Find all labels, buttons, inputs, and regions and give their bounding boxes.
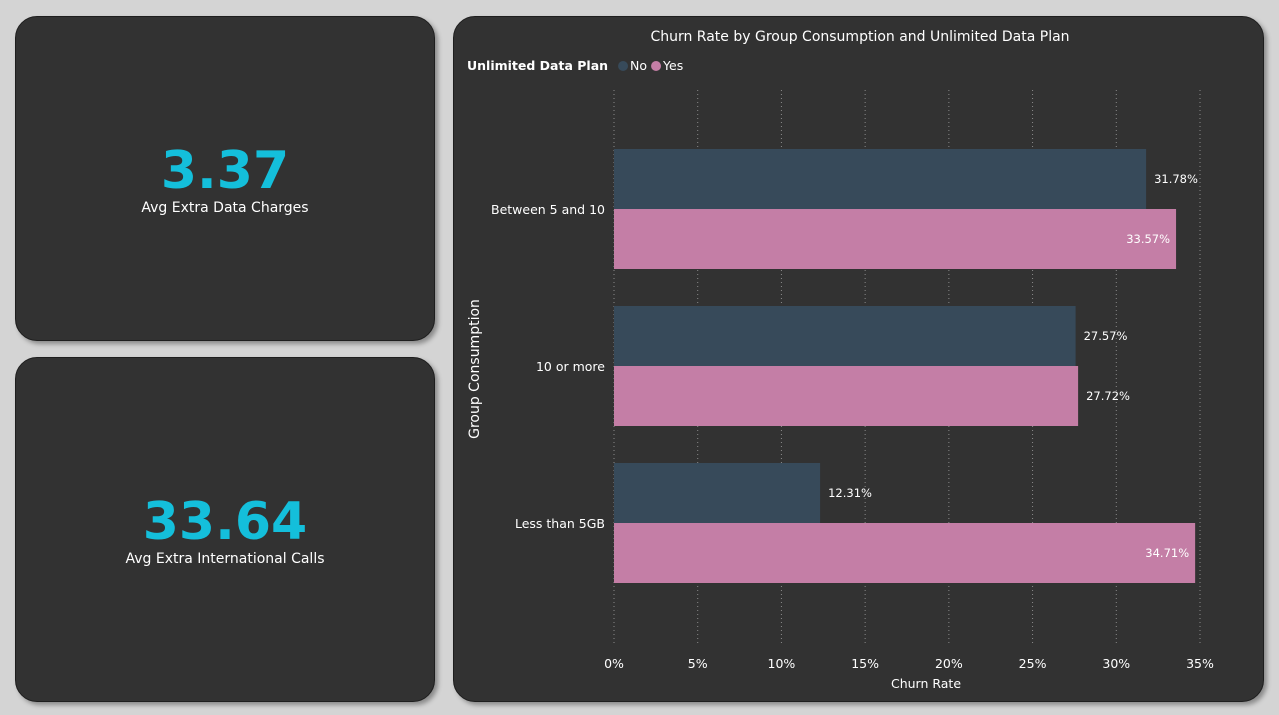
y-axis-title: Group Consumption bbox=[467, 299, 483, 439]
x-tick-label: 15% bbox=[851, 656, 879, 671]
legend[interactable]: Unlimited Data Plan No Yes bbox=[467, 58, 683, 73]
kpi-value: 33.64 bbox=[142, 491, 308, 552]
bar-yes[interactable] bbox=[614, 209, 1177, 269]
legend-yes-label: Yes bbox=[662, 58, 683, 73]
churn-rate-chart-card: Churn Rate by Group Consumption and Unli… bbox=[453, 16, 1264, 702]
kpi-label: Avg Extra International Calls bbox=[125, 550, 325, 567]
bar-no[interactable] bbox=[614, 149, 1147, 209]
x-tick-label: 20% bbox=[935, 656, 963, 671]
kpi-card-extra-data-charges: 3.37 Avg Extra Data Charges bbox=[15, 16, 435, 341]
x-tick-label: 0% bbox=[604, 656, 624, 671]
bar-no[interactable] bbox=[614, 306, 1076, 366]
data-label: 34.71% bbox=[1145, 546, 1189, 560]
data-label: 12.31% bbox=[828, 486, 872, 500]
bar-yes[interactable] bbox=[614, 523, 1196, 583]
category-label: 10 or more bbox=[536, 359, 605, 374]
bar-no[interactable] bbox=[614, 463, 821, 523]
bar-yes[interactable] bbox=[614, 366, 1079, 426]
x-tick-label: 25% bbox=[1019, 656, 1047, 671]
kpi-card-extra-international-calls: 33.64 Avg Extra International Calls bbox=[15, 357, 435, 702]
kpi-label: Avg Extra Data Charges bbox=[141, 199, 309, 216]
chart-title: Churn Rate by Group Consumption and Unli… bbox=[650, 29, 1069, 45]
bars: 31.78% 33.57% 27.57% 27.72% 12.31% 34.71% bbox=[614, 149, 1198, 583]
legend-yes-marker bbox=[651, 61, 662, 71]
kpi-value: 3.37 bbox=[160, 140, 290, 201]
x-axis-title: Churn Rate bbox=[891, 676, 961, 691]
category-labels: Between 5 and 10 10 or more Less than 5GB bbox=[491, 202, 605, 531]
category-label: Less than 5GB bbox=[515, 516, 605, 531]
legend-no-label: No bbox=[630, 58, 647, 73]
x-tick-label: 35% bbox=[1186, 656, 1214, 671]
data-label: 27.57% bbox=[1084, 329, 1128, 343]
legend-title: Unlimited Data Plan bbox=[467, 58, 608, 73]
x-tick-label: 10% bbox=[768, 656, 796, 671]
data-label: 33.57% bbox=[1126, 232, 1170, 246]
bar-chart: Churn Rate by Group Consumption and Unli… bbox=[467, 29, 1214, 691]
data-label: 27.72% bbox=[1086, 389, 1130, 403]
data-label: 31.78% bbox=[1154, 172, 1198, 186]
x-tick-label: 30% bbox=[1102, 656, 1130, 671]
x-tick-label: 5% bbox=[688, 656, 708, 671]
x-tick-labels: 0% 5% 10% 15% 20% 25% 30% 35% bbox=[604, 656, 1214, 671]
legend-no-marker bbox=[618, 61, 629, 71]
category-label: Between 5 and 10 bbox=[491, 202, 605, 217]
